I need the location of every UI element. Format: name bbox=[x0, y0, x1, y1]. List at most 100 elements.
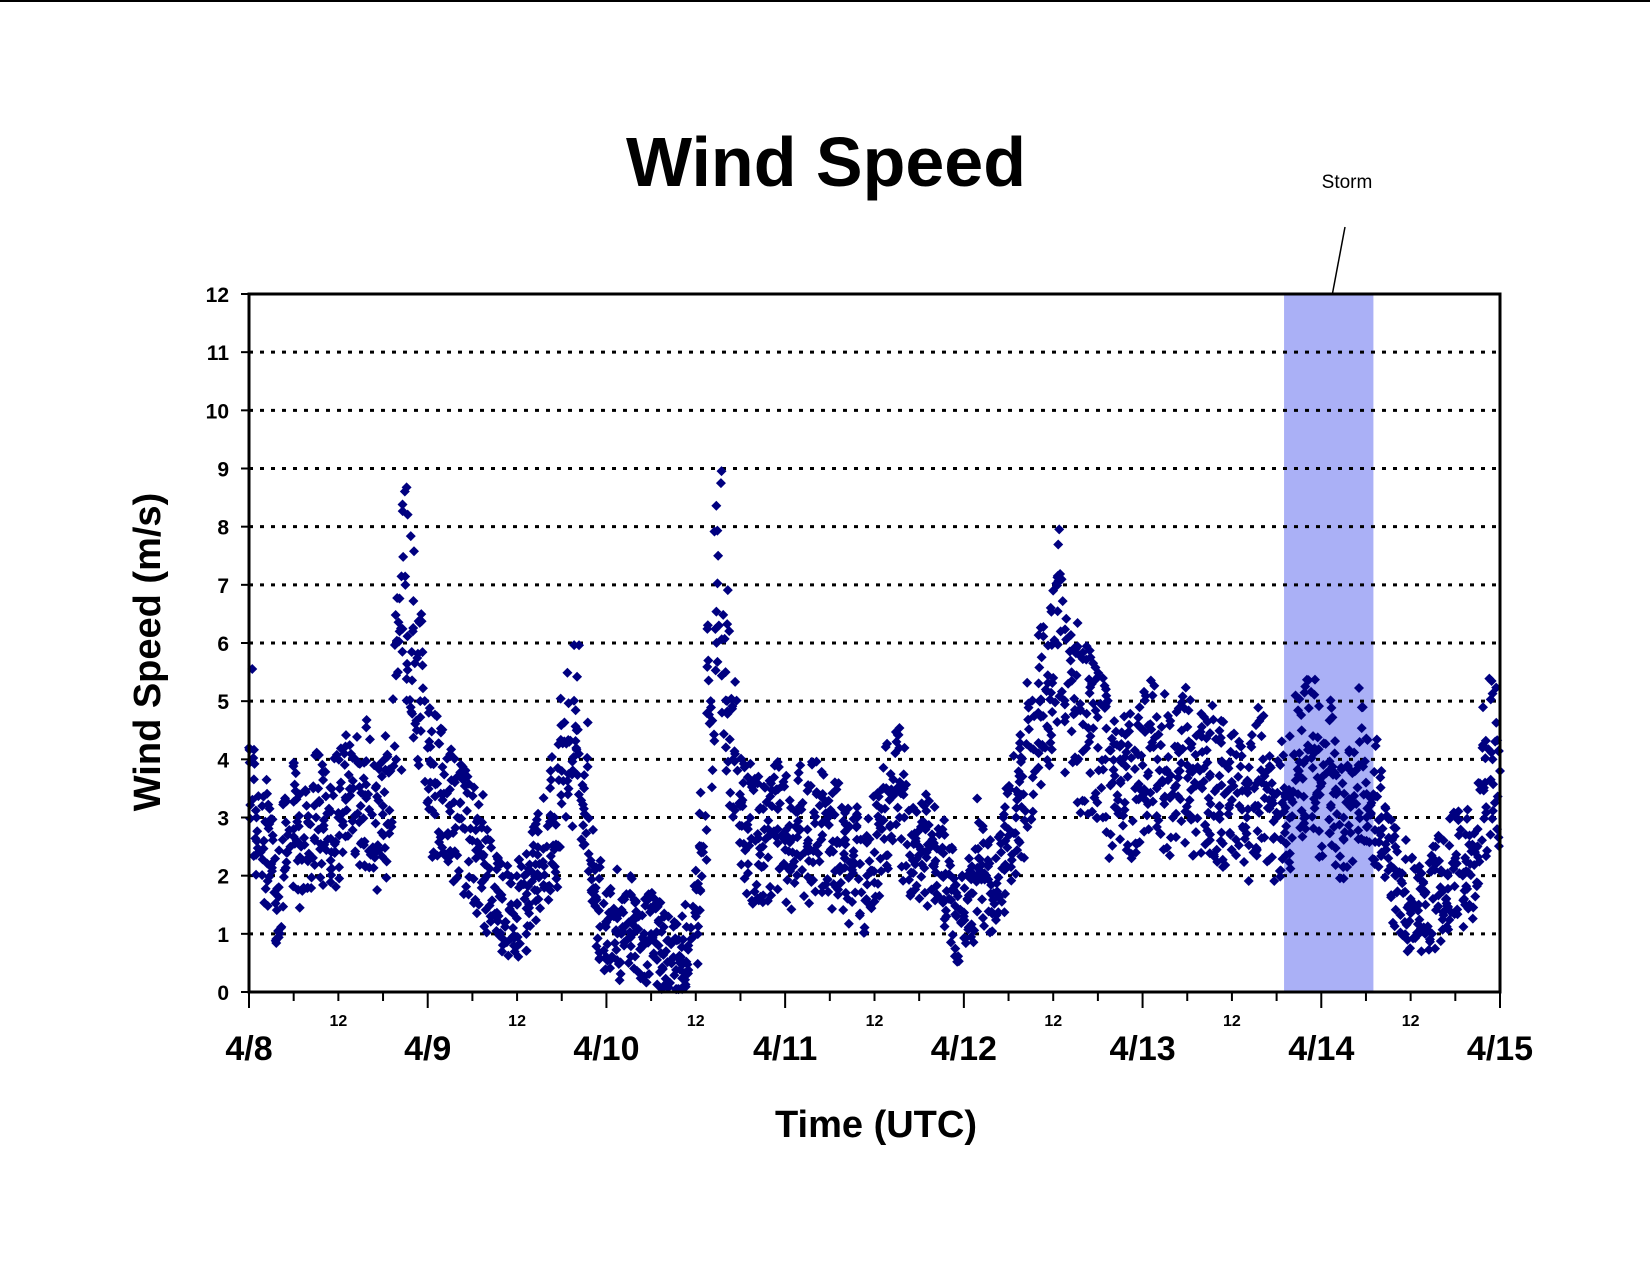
data-point bbox=[817, 881, 828, 892]
data-point bbox=[1097, 673, 1108, 684]
data-point bbox=[944, 843, 955, 854]
data-point bbox=[493, 911, 504, 922]
data-point bbox=[1098, 764, 1109, 775]
data-point bbox=[970, 844, 981, 855]
data-point bbox=[389, 640, 400, 651]
data-point bbox=[1442, 868, 1453, 879]
storm-annotation: Storm bbox=[1322, 172, 1373, 193]
data-point bbox=[1119, 752, 1130, 763]
data-point bbox=[413, 760, 424, 771]
data-point bbox=[446, 744, 457, 755]
data-point bbox=[1060, 712, 1071, 723]
data-point bbox=[1151, 821, 1162, 832]
data-point bbox=[1042, 721, 1053, 732]
data-point bbox=[781, 897, 792, 908]
data-point bbox=[1478, 785, 1489, 796]
data-point bbox=[471, 908, 482, 919]
data-point bbox=[1231, 749, 1242, 760]
data-point bbox=[741, 888, 752, 899]
data-point bbox=[371, 781, 382, 792]
data-point bbox=[1208, 714, 1219, 725]
data-point bbox=[1089, 792, 1100, 803]
data-point bbox=[1164, 793, 1175, 804]
x-minor-tick-label: 12 bbox=[1223, 1013, 1241, 1030]
data-point bbox=[1163, 752, 1174, 763]
data-point bbox=[963, 924, 974, 935]
data-point bbox=[316, 858, 327, 869]
data-point bbox=[398, 551, 409, 562]
data-point bbox=[1279, 827, 1290, 838]
data-point bbox=[833, 778, 844, 789]
data-point bbox=[947, 929, 958, 940]
data-point bbox=[739, 762, 750, 773]
data-point bbox=[1115, 778, 1126, 789]
data-point bbox=[1357, 702, 1368, 713]
data-point bbox=[1105, 745, 1116, 756]
data-point bbox=[531, 814, 542, 825]
data-point bbox=[1111, 739, 1122, 750]
data-point bbox=[1452, 909, 1463, 920]
data-point bbox=[843, 918, 854, 929]
data-point bbox=[1284, 812, 1295, 823]
data-point bbox=[306, 872, 317, 883]
data-point bbox=[1419, 889, 1430, 900]
data-point bbox=[1134, 837, 1145, 848]
data-point bbox=[299, 832, 310, 843]
data-point bbox=[1413, 899, 1424, 910]
data-point bbox=[382, 749, 393, 760]
data-point bbox=[1314, 789, 1325, 800]
data-point bbox=[630, 897, 641, 908]
data-point bbox=[1458, 921, 1469, 932]
y-axis-title: Wind Speed (m/s) bbox=[127, 493, 169, 811]
data-point bbox=[762, 895, 773, 906]
data-point bbox=[852, 802, 863, 813]
data-point bbox=[494, 930, 505, 941]
data-point bbox=[863, 813, 874, 824]
data-point bbox=[1180, 837, 1191, 848]
data-point bbox=[572, 671, 583, 682]
data-point bbox=[503, 950, 514, 961]
data-point bbox=[1286, 794, 1297, 805]
data-point bbox=[839, 862, 850, 873]
data-point bbox=[1395, 868, 1406, 879]
data-point bbox=[769, 772, 780, 783]
data-point bbox=[521, 928, 532, 939]
data-point bbox=[1328, 822, 1339, 833]
data-point bbox=[977, 821, 988, 832]
data-point bbox=[359, 836, 370, 847]
data-point bbox=[776, 781, 787, 792]
data-point bbox=[1182, 772, 1193, 783]
data-point bbox=[959, 915, 970, 926]
data-point bbox=[293, 884, 304, 895]
data-point bbox=[266, 862, 277, 873]
data-point bbox=[257, 854, 268, 865]
data-point bbox=[1267, 852, 1278, 863]
data-point bbox=[740, 821, 751, 832]
data-point bbox=[250, 805, 261, 816]
data-point bbox=[702, 661, 713, 672]
data-point bbox=[1237, 804, 1248, 815]
data-point bbox=[263, 799, 274, 810]
data-point bbox=[680, 899, 691, 910]
data-point bbox=[530, 915, 541, 926]
data-point bbox=[985, 835, 996, 846]
data-point bbox=[556, 798, 567, 809]
data-point bbox=[1354, 682, 1365, 693]
data-point bbox=[402, 631, 413, 642]
data-point bbox=[1119, 797, 1130, 808]
data-point bbox=[860, 895, 871, 906]
data-point bbox=[1077, 795, 1088, 806]
data-point bbox=[703, 675, 714, 686]
data-point bbox=[1238, 823, 1249, 834]
data-point bbox=[1435, 936, 1446, 947]
data-point bbox=[878, 815, 889, 826]
data-point bbox=[480, 904, 491, 915]
data-point bbox=[1185, 694, 1196, 705]
data-point bbox=[367, 809, 378, 820]
data-point bbox=[683, 944, 694, 955]
data-point bbox=[1205, 728, 1216, 739]
data-point bbox=[920, 824, 931, 835]
data-point bbox=[1325, 799, 1336, 810]
data-point bbox=[1242, 775, 1253, 786]
data-point bbox=[853, 874, 864, 885]
